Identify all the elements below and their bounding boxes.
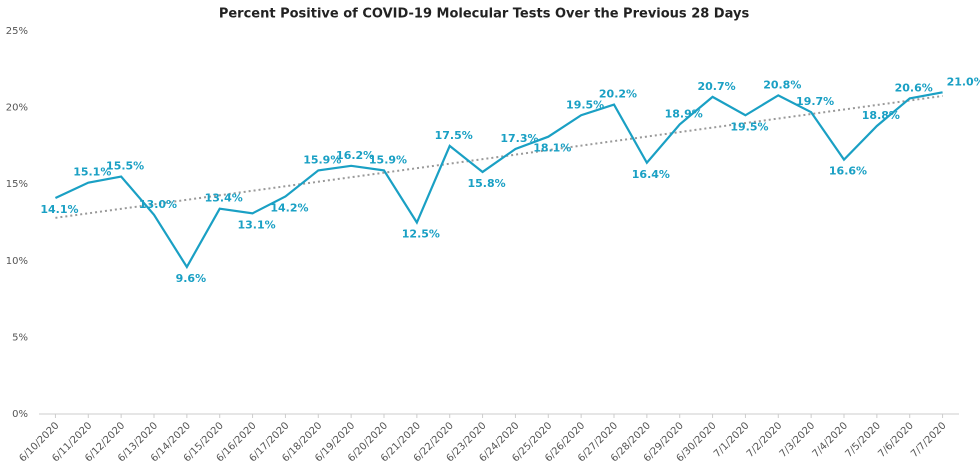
value-label: 19.5%: [566, 98, 604, 111]
value-label: 13.0%: [139, 198, 177, 211]
value-label: 15.8%: [467, 177, 505, 190]
value-label: 19.7%: [796, 95, 834, 108]
value-label: 12.5%: [402, 228, 440, 241]
y-tick-label: 25%: [6, 26, 28, 37]
value-label: 15.9%: [303, 153, 341, 166]
y-tick-label: 20%: [6, 103, 28, 114]
x-tick-label: 7/7/2020: [909, 420, 949, 460]
value-label: 17.5%: [435, 129, 473, 142]
y-tick-label: 5%: [12, 332, 28, 343]
value-label: 19.5%: [730, 120, 768, 133]
chart-title: Percent Positive of COVID-19 Molecular T…: [219, 7, 750, 22]
value-label: 13.1%: [237, 218, 275, 231]
value-label: 9.6%: [176, 272, 207, 285]
value-label: 13.4%: [205, 192, 243, 205]
y-tick-label: 0%: [12, 409, 28, 420]
value-label: 20.2%: [599, 88, 637, 101]
value-label: 16.6%: [829, 165, 867, 178]
value-label: 15.5%: [106, 160, 144, 173]
data-line: [54, 91, 943, 270]
y-tick-label: 10%: [6, 256, 28, 267]
value-label: 20.8%: [763, 78, 801, 91]
value-label: 17.3%: [500, 132, 538, 145]
trendline: [55, 94, 943, 219]
y-tick-label: 15%: [6, 179, 28, 190]
value-label: 21.0%: [947, 75, 980, 88]
value-label: 20.6%: [895, 81, 933, 94]
value-label: 14.2%: [270, 201, 308, 214]
value-label: 15.1%: [73, 166, 111, 179]
value-label: 18.9%: [665, 107, 703, 120]
value-label: 16.4%: [632, 168, 670, 181]
value-label: 16.2%: [336, 149, 374, 162]
value-label: 15.9%: [369, 153, 407, 166]
value-label: 20.7%: [697, 80, 735, 93]
value-label: 18.1%: [533, 142, 571, 155]
value-label: 14.1%: [40, 203, 78, 216]
value-label: 18.8%: [862, 109, 900, 122]
